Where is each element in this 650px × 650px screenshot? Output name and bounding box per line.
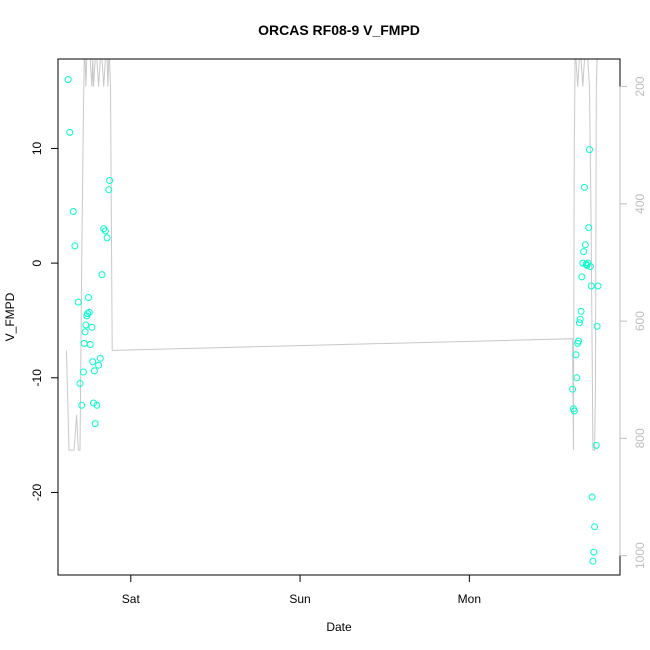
data-point	[85, 294, 92, 301]
x-axis: Sat Sun Mon	[122, 574, 481, 606]
data-point	[89, 358, 97, 366]
y-axis-label: V_FMPD	[3, 292, 17, 341]
data-point	[590, 548, 598, 556]
data-point	[64, 76, 72, 84]
y-tick-label: 0	[30, 259, 44, 266]
data-point	[90, 367, 98, 375]
data-point	[74, 298, 82, 306]
data-point	[578, 273, 586, 281]
y2-tick-label: 1000	[633, 542, 647, 569]
data-point	[82, 321, 90, 329]
data-point	[581, 241, 589, 249]
data-point	[86, 341, 94, 348]
x-tick-label: Sun	[289, 592, 310, 606]
data-point	[579, 259, 587, 267]
x-tick-label: Mon	[458, 592, 481, 606]
y-axis-left: -20 -10 0 10	[30, 141, 59, 501]
x-tick-label: Sat	[122, 592, 141, 606]
data-point	[586, 146, 593, 154]
data-point	[581, 183, 588, 191]
data-point	[81, 328, 89, 336]
data-point	[582, 260, 590, 268]
data-point	[79, 368, 87, 376]
data-point	[84, 310, 92, 318]
data-point	[88, 323, 96, 331]
data-point	[575, 337, 582, 345]
data-point	[587, 282, 595, 290]
data-point	[93, 401, 101, 409]
data-point	[103, 234, 111, 242]
data-point	[78, 401, 86, 409]
y-tick-label: -20	[30, 483, 44, 501]
data-point	[71, 242, 79, 250]
data-point	[592, 441, 600, 449]
data-point	[85, 308, 93, 316]
data-point	[576, 315, 584, 323]
data-point	[105, 186, 113, 194]
data-point	[95, 361, 103, 369]
data-point	[91, 420, 99, 428]
data-point	[569, 385, 577, 393]
data-point	[573, 374, 581, 382]
data-point	[589, 557, 597, 565]
x-axis-label: Date	[326, 620, 352, 634]
points-layer	[64, 76, 602, 565]
data-point	[572, 351, 580, 359]
y-tick-label: 10	[30, 141, 44, 155]
data-point	[580, 248, 588, 256]
data-point	[586, 263, 594, 270]
y2-tick-label: 600	[633, 311, 647, 331]
y2-tick-label: 200	[633, 76, 647, 96]
data-point	[66, 128, 74, 136]
y-tick-label: -10	[30, 369, 44, 387]
data-point	[575, 319, 583, 327]
data-point	[594, 282, 602, 290]
y-axis-right: 200 400 600 800 1000	[619, 76, 647, 569]
chart-title: ORCAS RF08-9 V_FMPD	[258, 22, 420, 38]
data-point	[98, 271, 106, 279]
y2-tick-label: 800	[633, 428, 647, 448]
data-point	[577, 307, 585, 315]
data-point	[69, 208, 77, 215]
data-point	[106, 177, 114, 184]
y2-tick-label: 400	[633, 193, 647, 213]
data-point	[591, 523, 599, 531]
data-point	[570, 407, 578, 415]
data-point	[101, 227, 109, 235]
data-point	[585, 224, 593, 232]
data-point	[593, 322, 601, 330]
data-point	[96, 354, 104, 362]
data-point	[76, 380, 84, 387]
data-point	[588, 493, 596, 501]
